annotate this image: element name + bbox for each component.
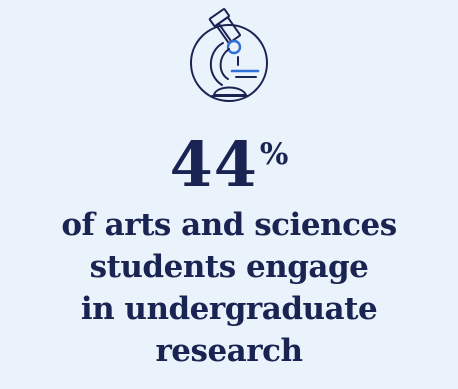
caption-line: in undergraduate — [80, 291, 378, 327]
stat-unit: % — [259, 137, 289, 172]
stat-value: 44 — [169, 128, 258, 201]
caption-line: students engage — [89, 249, 369, 285]
caption-line: research — [155, 333, 303, 369]
caption-line: of arts and sciences — [61, 207, 397, 243]
stat-figure: 44 % — [0, 130, 458, 200]
stat-caption: of arts and sciences students engage in … — [0, 204, 458, 372]
microscope-icon — [186, 5, 272, 107]
